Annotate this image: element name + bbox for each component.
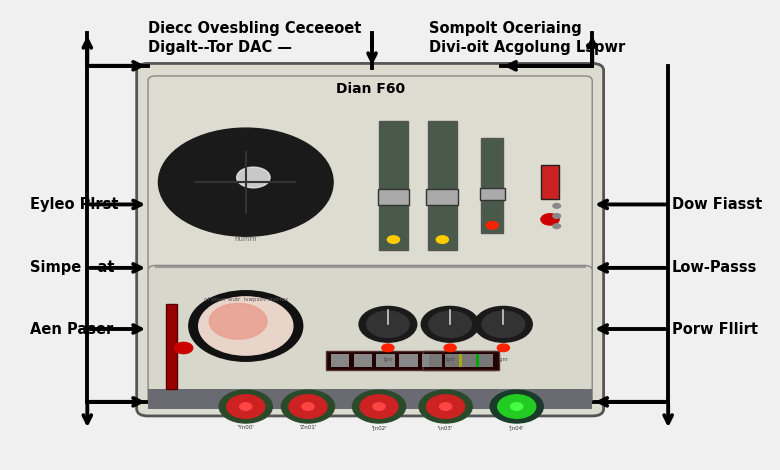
Bar bbox=[379, 121, 408, 250]
Circle shape bbox=[553, 204, 561, 208]
Bar bbox=[427, 189, 459, 205]
Circle shape bbox=[419, 390, 472, 423]
Circle shape bbox=[209, 304, 267, 339]
Circle shape bbox=[158, 128, 333, 236]
Bar bbox=[467, 354, 486, 367]
Circle shape bbox=[289, 395, 327, 418]
Circle shape bbox=[353, 390, 406, 423]
Circle shape bbox=[185, 145, 307, 220]
Circle shape bbox=[219, 390, 272, 423]
Circle shape bbox=[175, 342, 193, 353]
Circle shape bbox=[421, 306, 479, 342]
Circle shape bbox=[486, 221, 498, 229]
Text: Sompolt Oceriaing: Sompolt Oceriaing bbox=[429, 21, 582, 36]
Text: lgnr: lgnr bbox=[445, 357, 455, 362]
FancyBboxPatch shape bbox=[148, 76, 592, 272]
Text: Dow Fiasst: Dow Fiasst bbox=[672, 197, 762, 212]
Text: Low-Passs: Low-Passs bbox=[672, 260, 757, 275]
Circle shape bbox=[215, 164, 276, 201]
Text: '[n02': '[n02' bbox=[371, 425, 387, 431]
FancyBboxPatch shape bbox=[148, 266, 592, 403]
Circle shape bbox=[197, 152, 295, 213]
Circle shape bbox=[189, 291, 303, 361]
Bar bbox=[424, 352, 499, 370]
Bar bbox=[463, 354, 476, 367]
Circle shape bbox=[302, 403, 314, 410]
Circle shape bbox=[429, 311, 471, 337]
Bar bbox=[166, 304, 177, 389]
Text: Simpe - at: Simpe - at bbox=[30, 260, 115, 275]
Bar bbox=[148, 389, 592, 409]
Circle shape bbox=[498, 395, 536, 418]
Text: '\n03': '\n03' bbox=[438, 425, 453, 431]
Bar bbox=[445, 354, 459, 367]
Circle shape bbox=[236, 167, 270, 188]
Bar bbox=[428, 121, 457, 250]
Bar bbox=[326, 352, 495, 370]
Text: of sxver wutr  lvwpxov lxvnrox: of sxver wutr lvwpxov lxvnrox bbox=[204, 298, 288, 303]
Circle shape bbox=[360, 395, 398, 418]
Circle shape bbox=[223, 168, 268, 196]
Circle shape bbox=[553, 224, 561, 228]
Circle shape bbox=[199, 297, 292, 355]
Bar bbox=[399, 354, 418, 367]
Text: Eyleo Plrst: Eyleo Plrst bbox=[30, 197, 119, 212]
Circle shape bbox=[427, 395, 465, 418]
Text: Aen Paser: Aen Paser bbox=[30, 321, 114, 337]
Text: 'Zn01': 'Zn01' bbox=[300, 425, 317, 431]
Circle shape bbox=[388, 236, 399, 243]
Circle shape bbox=[204, 157, 288, 208]
Text: Porw Fllirt: Porw Fllirt bbox=[672, 321, 758, 337]
Text: humm: humm bbox=[235, 235, 257, 242]
Circle shape bbox=[282, 390, 335, 423]
Circle shape bbox=[174, 138, 318, 227]
Bar bbox=[445, 354, 463, 367]
Circle shape bbox=[367, 311, 410, 337]
Circle shape bbox=[553, 214, 561, 219]
Bar bbox=[331, 354, 349, 367]
Bar bbox=[377, 354, 395, 367]
Bar bbox=[428, 354, 442, 367]
Text: ']n04': ']n04' bbox=[509, 425, 524, 431]
Circle shape bbox=[440, 403, 452, 410]
Circle shape bbox=[474, 306, 532, 342]
Circle shape bbox=[511, 403, 523, 410]
Circle shape bbox=[444, 344, 456, 352]
Circle shape bbox=[227, 395, 264, 418]
Circle shape bbox=[373, 403, 385, 410]
Bar bbox=[353, 354, 372, 367]
Circle shape bbox=[498, 344, 509, 352]
Text: lgnr: lgnr bbox=[383, 357, 393, 362]
Bar bbox=[481, 138, 503, 233]
Bar bbox=[480, 188, 505, 200]
Bar bbox=[422, 354, 441, 367]
FancyBboxPatch shape bbox=[136, 63, 604, 416]
Bar bbox=[479, 354, 493, 367]
Circle shape bbox=[382, 344, 394, 352]
Text: Divi-oit Acgolung Lspwr: Divi-oit Acgolung Lspwr bbox=[429, 40, 626, 55]
Text: Diecc Ovesbling Ceceeoet: Diecc Ovesbling Ceceeoet bbox=[148, 21, 361, 36]
Circle shape bbox=[490, 390, 544, 423]
Circle shape bbox=[541, 214, 559, 225]
Circle shape bbox=[436, 236, 448, 243]
Text: Digalt--Tor DAC —: Digalt--Tor DAC — bbox=[148, 40, 292, 55]
Bar bbox=[541, 165, 559, 199]
Text: 'Yn00': 'Yn00' bbox=[237, 425, 254, 431]
Circle shape bbox=[359, 306, 417, 342]
Bar bbox=[378, 189, 410, 205]
Circle shape bbox=[482, 311, 525, 337]
Text: Dian F60: Dian F60 bbox=[335, 82, 405, 96]
Text: lgnr: lgnr bbox=[498, 357, 509, 362]
Circle shape bbox=[239, 403, 252, 410]
